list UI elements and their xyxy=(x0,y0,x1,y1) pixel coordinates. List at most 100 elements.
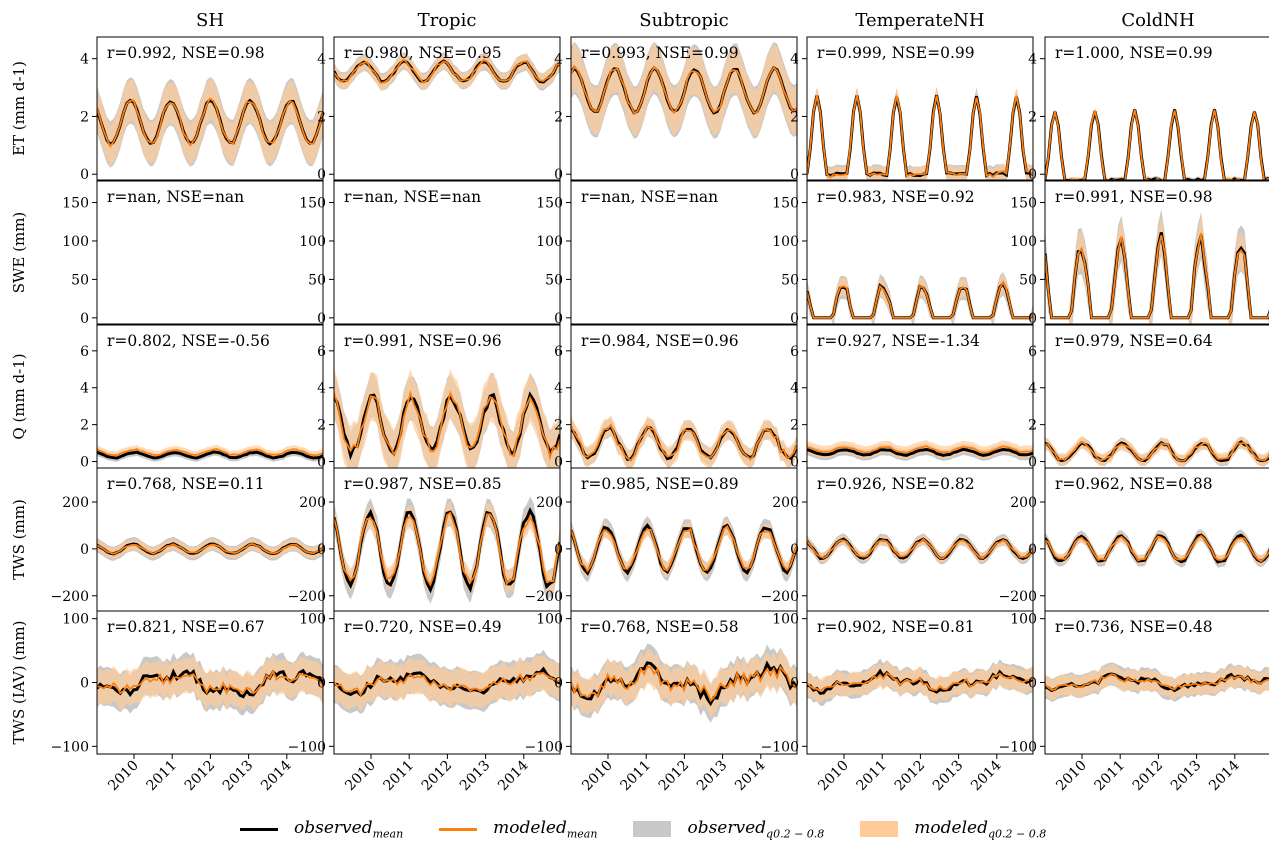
modeled-band xyxy=(807,87,1033,180)
legend-modeled-band: modeledq0.2 − 0.8 xyxy=(860,818,1046,840)
panel-frame xyxy=(96,180,324,325)
modeled-mean-line xyxy=(1045,109,1269,180)
panel-r1-c0: r=nan, NSE=nan 0 50 100 150 xyxy=(62,180,324,327)
modeled-mean-line xyxy=(334,389,560,462)
y-tick-label: 6 xyxy=(1028,344,1037,360)
panel-frame xyxy=(1044,36,1269,181)
y-tick-label: 100 xyxy=(299,612,326,628)
observed-mean-line xyxy=(807,94,1033,178)
modeled-mean-line xyxy=(97,543,323,555)
modeled-band xyxy=(97,77,323,167)
y-tick-label: 4 xyxy=(80,381,89,397)
y-tick-label: 2 xyxy=(1028,418,1037,434)
y-tick-label: 150 xyxy=(1010,196,1037,212)
modeled-mean-line xyxy=(807,537,1033,560)
stats-label: r=0.821, NSE=0.67 xyxy=(107,618,265,636)
y-tick-label: −200 xyxy=(51,589,89,605)
legend-label-observed-band: observedq0.2 − 0.8 xyxy=(687,817,825,841)
y-tick-label: 50 xyxy=(1019,272,1037,288)
x-tick-label: 2014 xyxy=(495,757,532,794)
modeled-band xyxy=(571,415,797,468)
stats-label: r=0.980, NSE=0.95 xyxy=(344,44,502,62)
ylabel-row-0: ET (mm d-1) xyxy=(10,61,28,156)
stats-label: r=0.979, NSE=0.64 xyxy=(1055,332,1213,350)
observed-mean-line xyxy=(1045,109,1269,180)
y-tick-label: 4 xyxy=(317,52,326,68)
y-tick-label: 2 xyxy=(80,418,89,434)
x-tick-label: 2012 xyxy=(182,758,219,795)
stats-label: r=0.983, NSE=0.92 xyxy=(817,188,975,206)
y-tick-label: 150 xyxy=(772,196,799,212)
panel-r0-c4: r=1.000, NSE=0.99 0 2 4 xyxy=(1028,36,1269,183)
y-tick-label: 0 xyxy=(554,311,563,327)
modeled-mean-line xyxy=(1045,232,1269,319)
x-tick-label: 2013 xyxy=(694,758,731,795)
y-tick-label: 2 xyxy=(790,109,799,125)
y-tick-label: 100 xyxy=(1010,612,1037,628)
legend-swatch-modeled-mean xyxy=(439,827,478,831)
y-tick-label: 100 xyxy=(1010,234,1037,250)
modeled-mean-line xyxy=(807,671,1033,693)
column-title-1: Tropic xyxy=(418,10,477,31)
stats-label: r=0.720, NSE=0.49 xyxy=(344,618,502,636)
y-tick-label: 0 xyxy=(790,542,799,558)
y-tick-label: 150 xyxy=(62,196,89,212)
y-tick-label: −200 xyxy=(288,589,326,605)
modeled-band xyxy=(97,538,323,560)
panel-r0-c2: r=0.993, NSE=0.99 0 2 4 xyxy=(554,36,798,183)
panel-r0-c0: r=0.992, NSE=0.98 0 2 4 xyxy=(80,36,324,183)
modeled-band xyxy=(334,656,560,712)
y-tick-label: 2 xyxy=(554,418,563,434)
legend-swatch-observed-band xyxy=(633,821,672,837)
y-tick-label: 0 xyxy=(317,311,326,327)
x-tick-label: 2013 xyxy=(1168,758,1205,795)
y-tick-label: 150 xyxy=(299,196,326,212)
y-tick-label: 0 xyxy=(317,455,326,471)
panel-r1-c4: r=0.991, NSE=0.98 0 50 100 150 xyxy=(1010,180,1269,327)
y-tick-label: 0 xyxy=(317,542,326,558)
modeled-mean-line xyxy=(807,445,1033,454)
modeled-band xyxy=(334,368,560,468)
legend: observedmean modeledmean observedq0.2 − … xyxy=(240,818,1190,840)
stats-label: r=0.985, NSE=0.89 xyxy=(581,475,739,493)
modeled-mean-line xyxy=(571,525,797,573)
x-tick-label: 2011 xyxy=(381,758,418,795)
legend-observed-band: observedq0.2 − 0.8 xyxy=(633,818,824,840)
y-tick-label: 0 xyxy=(790,167,799,183)
panel-frame xyxy=(570,180,798,325)
modeled-mean-line xyxy=(571,423,797,462)
stats-label: r=0.992, NSE=0.98 xyxy=(107,44,265,62)
y-tick-label: 6 xyxy=(317,344,326,360)
panel-frame xyxy=(333,180,561,325)
y-tick-label: 2 xyxy=(80,109,89,125)
y-tick-label: 50 xyxy=(781,272,799,288)
modeled-band xyxy=(97,653,323,711)
y-tick-label: 150 xyxy=(536,196,563,212)
x-tick-label: 2012 xyxy=(1130,758,1167,795)
y-tick-label: 0 xyxy=(554,455,563,471)
x-tick-label: 2012 xyxy=(892,758,929,795)
y-tick-label: 0 xyxy=(80,455,89,471)
x-tick-label: 2013 xyxy=(220,758,257,795)
stats-label: r=0.987, NSE=0.85 xyxy=(344,475,502,493)
y-tick-label: 4 xyxy=(554,52,563,68)
y-tick-label: −100 xyxy=(51,739,89,755)
panel-frame xyxy=(806,180,1034,325)
panel-frame xyxy=(333,36,561,181)
y-tick-label: 4 xyxy=(790,52,799,68)
panel-frame xyxy=(570,36,798,181)
stats-label: r=0.768, NSE=0.11 xyxy=(107,475,265,493)
y-tick-label: 200 xyxy=(299,495,326,511)
x-tick-label: 2010 xyxy=(579,758,616,795)
x-tick-label: 2013 xyxy=(930,758,967,795)
x-tick-label: 2012 xyxy=(656,758,693,795)
y-tick-label: −200 xyxy=(999,589,1037,605)
ylabel-row-2: Q (mm d-1) xyxy=(10,353,28,439)
modeled-mean-line xyxy=(1045,440,1269,462)
ylabel-row-4: TWS (IAV) (mm) xyxy=(10,621,28,745)
modeled-mean-line xyxy=(97,97,323,148)
panel-r0-c3: r=0.999, NSE=0.99 0 2 4 xyxy=(790,36,1034,183)
y-tick-label: −200 xyxy=(525,589,563,605)
y-tick-label: 4 xyxy=(790,381,799,397)
